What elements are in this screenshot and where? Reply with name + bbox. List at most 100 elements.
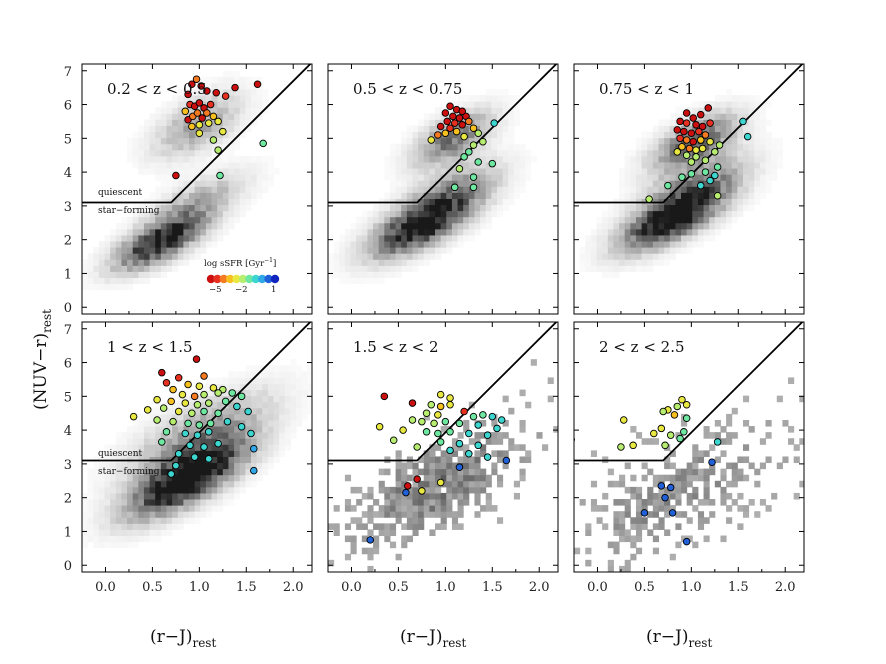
density-cell: [635, 137, 643, 145]
density-cell: [245, 174, 252, 181]
density-cell: [378, 222, 385, 230]
density-cell: [463, 462, 470, 470]
density-cell: [149, 222, 156, 230]
scatter-points: [129, 355, 258, 478]
density-cell: [496, 101, 504, 108]
density-cell: [675, 210, 682, 218]
density-cell: [143, 486, 151, 494]
density-cell: [245, 389, 252, 397]
density-cell: [183, 204, 190, 212]
density-cell: [228, 143, 235, 151]
density-cell: [731, 198, 738, 206]
density-cell: [200, 395, 207, 403]
density-cell: [664, 505, 671, 512]
density-cell: [222, 101, 229, 108]
density-cell: [703, 149, 710, 157]
panel-title: 0.75 < z < 1: [599, 80, 694, 98]
density-cell: [418, 253, 425, 260]
density-cell: [367, 486, 374, 494]
density-cell: [406, 474, 413, 482]
density-cell: [110, 265, 117, 272]
density-cell: [172, 499, 179, 506]
density-cell: [222, 450, 229, 457]
data-point: [402, 488, 410, 497]
data-point: [253, 80, 262, 89]
data-point: [389, 436, 398, 444]
density-cell: [731, 210, 738, 218]
density-cell: [189, 107, 196, 114]
x-axis-title-main: (r−J): [400, 627, 442, 647]
density-cell: [333, 523, 340, 530]
density-cell: [200, 161, 207, 169]
density-cell: [630, 161, 637, 169]
density-cell: [262, 174, 269, 181]
density-cell: [250, 161, 258, 169]
density-cell: [200, 401, 207, 409]
density-cell: [378, 265, 385, 272]
density-cell: [267, 462, 275, 470]
density-cell: [194, 95, 201, 102]
density-cell: [234, 180, 241, 187]
data-point: [465, 148, 473, 156]
density-cell: [296, 383, 303, 391]
density-cell: [463, 95, 470, 102]
density-cell: [127, 462, 134, 470]
density-cell: [172, 486, 179, 494]
density-cell: [121, 253, 128, 260]
density-cell: [350, 241, 357, 248]
density-cell: [149, 204, 156, 212]
density-cell: [245, 456, 252, 464]
density-cell: [463, 198, 470, 206]
density-cell: [423, 247, 430, 254]
density-cell: [418, 192, 425, 199]
data-point: [687, 170, 696, 178]
density-cell: [200, 499, 207, 506]
density-cell: [720, 119, 727, 126]
density-cell: [423, 204, 430, 212]
data-point: [375, 422, 384, 431]
density-cell: [262, 168, 269, 175]
density-cell: [737, 107, 744, 114]
density-cell: [652, 499, 659, 506]
density-cell: [110, 499, 117, 506]
density-cell: [513, 107, 521, 114]
density-cell: [446, 204, 453, 212]
data-point: [443, 117, 451, 126]
density-cell: [765, 432, 772, 439]
density-cell: [401, 180, 408, 187]
density-cell: [389, 228, 397, 236]
density-cell: [519, 180, 526, 187]
density-cell: [412, 155, 419, 163]
density-cell: [104, 474, 111, 482]
density-cell: [658, 180, 665, 187]
density-cell: [658, 155, 665, 163]
density-cell: [406, 155, 413, 163]
data-point: [422, 428, 431, 436]
density-cell: [262, 155, 269, 163]
data-point: [682, 537, 691, 546]
density-cell: [296, 389, 303, 397]
density-cell: [205, 511, 213, 518]
density-cell: [748, 198, 755, 206]
density-cell: [658, 234, 665, 242]
density-cell: [138, 426, 145, 433]
density-cell: [262, 383, 269, 391]
density-cell: [160, 486, 167, 494]
density-cell: [709, 432, 716, 439]
density-cell: [692, 192, 699, 199]
density-cell: [356, 499, 363, 506]
density-cell: [189, 89, 196, 96]
density-cell: [177, 486, 184, 494]
density-cell: [429, 450, 436, 457]
density-cell: [234, 444, 241, 451]
density-cell: [675, 107, 682, 114]
density-cell: [189, 499, 196, 506]
density-cell: [82, 283, 89, 291]
density-cell: [234, 155, 241, 163]
density-cell: [132, 216, 139, 224]
density-cell: [250, 198, 258, 206]
density-cell: [418, 456, 425, 464]
density-cell: [234, 216, 241, 224]
density-cell: [446, 216, 453, 224]
